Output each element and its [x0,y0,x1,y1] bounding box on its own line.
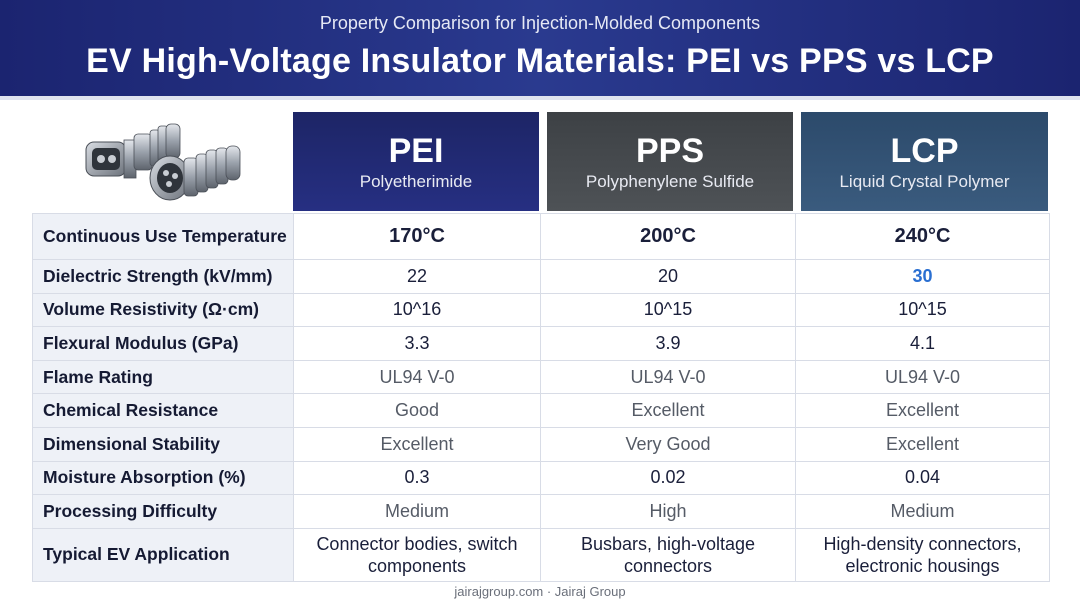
cell-pei: UL94 V-0 [293,359,541,395]
row-label: Volume Resistivity (Ω·cm) [32,292,294,328]
cell-pei: Excellent [293,426,541,462]
material-name-pps: Polyphenylene Sulfide [585,172,755,191]
row-label: Flexural Modulus (GPa) [32,326,294,361]
cell-pei: Connector bodies, switch components [293,527,541,582]
cell-pps: 10^15 [540,292,796,328]
row-label: Dielectric Strength (kV/mm) [32,259,294,294]
cell-pps: UL94 V-0 [540,359,796,395]
page-subtitle: Property Comparison for Injection-Molded… [319,13,761,33]
material-name-lcp: Liquid Crystal Polymer [839,172,1010,191]
cell-pei: Medium [293,494,541,529]
cell-pps: Busbars, high-voltage connectors [540,527,796,582]
table-row: Flame Rating UL94 V-0 UL94 V-0 UL94 V-0 [32,359,1050,395]
cell-lcp: 240°C [795,213,1050,260]
material-abbr-pps: PPS [635,132,705,170]
table-row: Typical EV Application Connector bodies,… [32,527,1050,582]
table-row: Continuous Use Temperature 170°C 200°C 2… [32,213,1050,260]
header-pps: PPS Polyphenylene Sulfide [547,112,793,211]
cell-lcp: Medium [795,494,1050,529]
cell-lcp: Excellent [795,393,1050,428]
cell-lcp: Excellent [795,426,1050,462]
table-row: Processing Difficulty Medium High Medium [32,494,1050,529]
row-label: Moisture Absorption (%) [32,460,294,496]
cell-lcp: 10^15 [795,292,1050,328]
table-row: Flexural Modulus (GPa) 3.3 3.9 4.1 [32,326,1050,361]
table-row: Moisture Absorption (%) 0.3 0.02 0.04 [32,460,1050,496]
comparison-table: Continuous Use Temperature 170°C 200°C 2… [32,213,1050,582]
cell-pps: 200°C [540,213,796,260]
cell-pps: 3.9 [540,326,796,361]
header-lcp: LCP Liquid Crystal Polymer [801,112,1048,211]
cell-pei: 22 [293,259,541,294]
cell-lcp: 4.1 [795,326,1050,361]
cell-pps: Excellent [540,393,796,428]
material-name-pei: Polyetherimide [359,172,473,191]
connector-illustration [85,123,241,201]
page-title: EV High-Voltage Insulator Materials: PEI… [86,42,994,80]
cell-pei: 3.3 [293,326,541,361]
connector-2-icon [149,145,241,201]
table-row: Dielectric Strength (kV/mm) 22 20 30 [32,259,1050,294]
table-row: Volume Resistivity (Ω·cm) 10^16 10^15 10… [32,292,1050,328]
cell-pei: 170°C [293,213,541,260]
row-label: Chemical Resistance [32,393,294,428]
row-label: Continuous Use Temperature [32,213,294,260]
table-row: Chemical Resistance Good Excellent Excel… [32,393,1050,428]
row-label: Processing Difficulty [32,494,294,529]
row-label: Dimensional Stability [32,426,294,462]
cell-lcp: High-density connectors, electronic hous… [795,527,1050,582]
table-row: Dimensional Stability Excellent Very Goo… [32,426,1050,462]
material-abbr-lcp: LCP [890,132,959,170]
material-abbr-pei: PEI [388,132,444,170]
cell-lcp-highlight: 30 [795,259,1050,294]
cell-pei: 0.3 [293,460,541,496]
cell-lcp: UL94 V-0 [795,359,1050,395]
cell-pps: Very Good [540,426,796,462]
title-banner: Property Comparison for Injection-Molded… [0,0,1080,100]
row-label: Typical EV Application [32,527,294,582]
footer-credit: jairajgroup.com · Jairaj Group [454,584,626,599]
header-pei: PEI Polyetherimide [293,112,539,211]
cell-pei: 10^16 [293,292,541,328]
cell-pps: 0.02 [540,460,796,496]
cell-pps: 20 [540,259,796,294]
row-label: Flame Rating [32,359,294,395]
cell-pei: Good [293,393,541,428]
cell-pps: High [540,494,796,529]
cell-lcp: 0.04 [795,460,1050,496]
